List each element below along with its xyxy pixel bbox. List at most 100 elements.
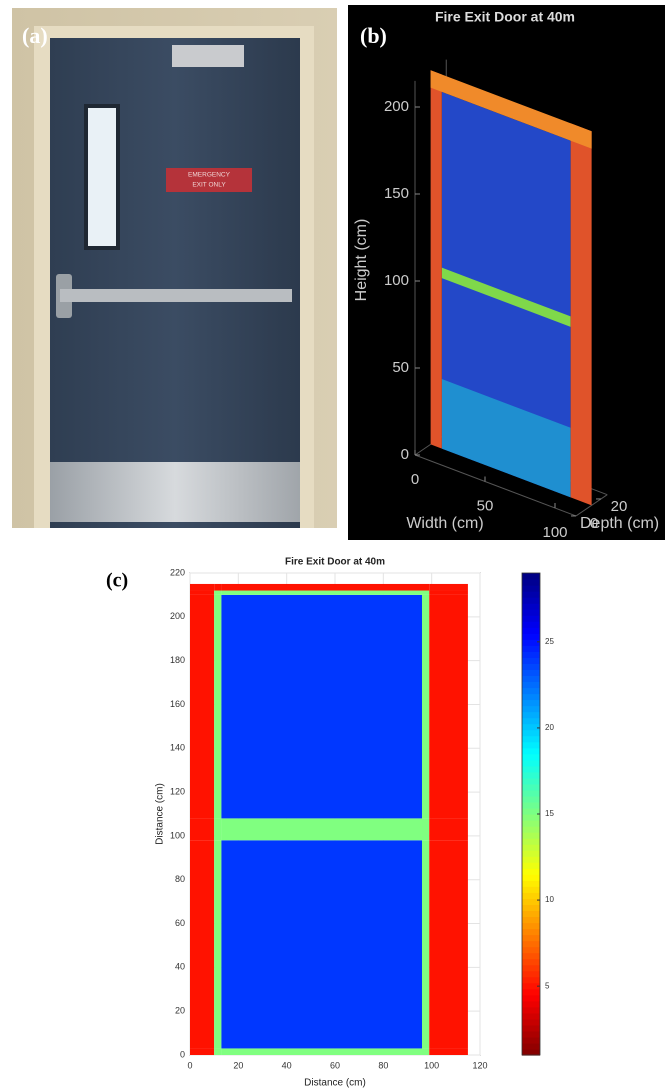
colorbar-slice	[522, 735, 540, 743]
colorbar-slice	[522, 892, 540, 899]
y-tick-label: 100	[384, 272, 409, 289]
colorbar-slice	[522, 964, 540, 972]
colorbar-slice	[522, 675, 540, 683]
heat-cell	[221, 840, 422, 1049]
colorbar-slice	[522, 597, 540, 604]
colorbar-slice	[522, 850, 540, 857]
colorbar-slice	[522, 615, 540, 622]
colorbar-slice	[522, 705, 540, 713]
colorbar-slice	[522, 759, 540, 767]
colorbar-slice	[522, 1048, 540, 1056]
colorbar-slice	[522, 777, 540, 785]
colorbar-slice	[522, 838, 540, 845]
heat-cell	[190, 583, 215, 591]
heat-cell	[429, 1048, 468, 1055]
heat-cell	[221, 594, 422, 819]
colorbar-slice	[522, 1036, 540, 1044]
colorbar-slice	[522, 1000, 540, 1008]
colorbar-slice	[522, 723, 540, 731]
panel-b: 0 50 100 150 200 0 50 100 0 20 Fire Exit Door at 4…	[353, 9, 659, 541]
colorbar-slice	[522, 765, 540, 773]
colorbar-slice	[522, 573, 540, 580]
bar-cloud	[441, 267, 571, 327]
push-bar	[60, 289, 292, 302]
x-tick-label: 20	[233, 1060, 243, 1070]
heat-cell	[429, 583, 468, 591]
axis-line	[414, 454, 577, 517]
y-tick-label: 200	[384, 98, 409, 115]
door-closer	[172, 45, 244, 67]
colorbar-slice	[522, 910, 540, 918]
colorbar-tick-label: 15	[545, 809, 554, 818]
y-tick-label: 140	[170, 743, 185, 753]
colorbar-slice	[522, 904, 540, 911]
exit-sign	[166, 168, 252, 192]
colorbar-tick-label: 5	[545, 981, 550, 990]
z-tick-label: 20	[611, 498, 628, 515]
colorbar-slice	[522, 1024, 540, 1032]
heat-cell	[429, 840, 468, 1049]
colorbar-slice	[522, 711, 540, 719]
y-axis-label: Distance (cm)	[155, 783, 166, 845]
y-axis-label: Height (cm)	[353, 219, 370, 302]
colorbar-slice	[522, 627, 540, 634]
y-tick-label: 80	[175, 874, 185, 884]
heat-cell	[429, 594, 468, 819]
colorbar-slice	[522, 844, 540, 851]
photo-panel: EMERGENCY EXIT ONLY (a)	[12, 8, 337, 528]
colorbar-slice	[522, 988, 540, 996]
colorbar-slice	[522, 591, 540, 598]
colorbar-slice	[522, 651, 540, 658]
colorbar-slice	[522, 687, 540, 695]
colorbar-slice	[522, 633, 540, 640]
x-tick-label: 120	[472, 1060, 487, 1070]
colorbar-slice	[522, 814, 540, 821]
heat-cell	[214, 818, 222, 841]
heat-cell	[214, 590, 222, 595]
heat-cell	[214, 594, 222, 819]
colorbar-slice	[522, 1030, 540, 1038]
heat-cell	[422, 818, 430, 841]
y-tick-label: 50	[392, 359, 409, 376]
y-tick-label: 20	[175, 1006, 185, 1016]
colorbar-slice	[522, 621, 540, 628]
colorbar-slice	[522, 874, 540, 881]
colorbar-slice	[522, 783, 540, 791]
heat-cell	[429, 590, 468, 595]
panel-label: (a)	[22, 23, 48, 48]
y-tick-label: 60	[175, 918, 185, 928]
heat-cell	[422, 594, 430, 819]
colorbar-slice	[522, 729, 540, 737]
y-tick-label: 40	[175, 962, 185, 972]
colorbar-tick-label: 10	[545, 895, 554, 904]
colorbar-slice	[522, 832, 540, 839]
x-tick-label: 100	[542, 524, 567, 541]
colorbar-slice	[522, 1018, 540, 1026]
y-tick-label: 220	[170, 567, 185, 577]
heat-cell	[422, 840, 430, 1049]
colorbar-slice	[522, 946, 540, 954]
chart-title: Fire Exit Door at 40m	[285, 557, 385, 568]
colorbar-slice	[522, 669, 540, 677]
colorbar-slice	[522, 898, 540, 905]
colorbar-slice	[522, 657, 540, 664]
heat-cell	[221, 590, 422, 595]
frame-cloud	[430, 70, 442, 449]
colorbar-slice	[522, 952, 540, 960]
chart-title: Fire Exit Door at 40m	[435, 9, 575, 25]
door-cloud-lower	[441, 379, 571, 498]
colorbar-slice	[522, 807, 540, 815]
colorbar-slice	[522, 1006, 540, 1014]
colorbar-slice	[522, 880, 540, 887]
colorbar-slice	[522, 771, 540, 779]
panel-label: (b)	[360, 23, 387, 48]
colorbar-slice	[522, 934, 540, 942]
colorbar-tick-label: 20	[545, 723, 554, 732]
colorbar-slice	[522, 958, 540, 966]
colorbar-slice	[522, 741, 540, 749]
x-tick-label: 40	[282, 1060, 292, 1070]
x-tick-label: 50	[477, 497, 494, 514]
colorbar-slice	[522, 886, 540, 893]
heat-cell	[190, 1048, 215, 1055]
heat-cell	[221, 583, 422, 591]
